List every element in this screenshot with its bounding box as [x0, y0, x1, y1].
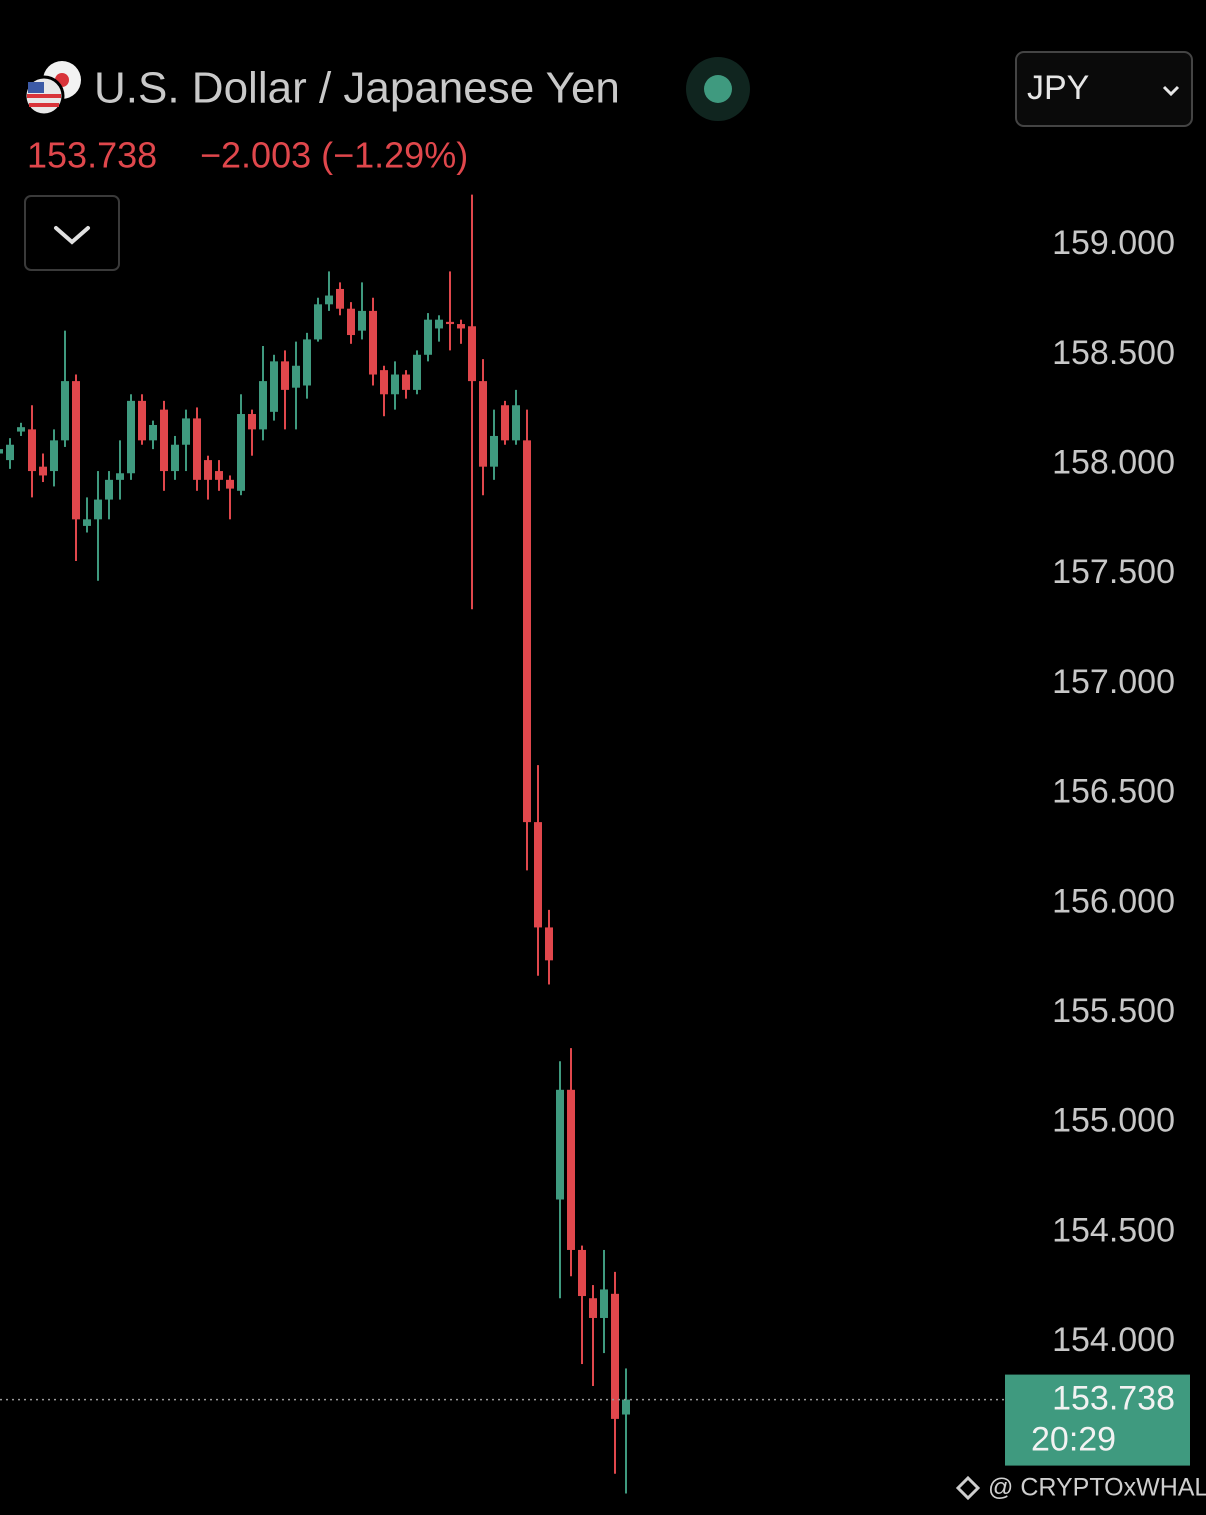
candle-body — [193, 418, 201, 480]
collapse-button[interactable] — [24, 195, 120, 271]
candle-body — [501, 405, 509, 441]
candle-body — [402, 374, 410, 390]
y-tick-label: 158.000 — [1052, 443, 1175, 481]
last-price: 153.738 — [27, 135, 157, 176]
symbol-title: U.S. Dollar / Japanese Yen — [94, 64, 620, 113]
candle-body — [556, 1089, 564, 1200]
y-tick-label: 154.000 — [1052, 1321, 1175, 1359]
candle-body — [83, 519, 91, 526]
candle-body — [17, 427, 25, 432]
watermark: @ CRYPTOxWHALE — [988, 1474, 1206, 1502]
candle-body — [424, 319, 432, 355]
flag-us-canton — [28, 82, 44, 93]
candle-body — [578, 1249, 586, 1297]
y-tick-label: 157.500 — [1052, 553, 1175, 591]
plot-area — [0, 194, 1024, 1494]
candle-body — [391, 374, 399, 395]
candle-body — [303, 339, 311, 386]
candle-body — [204, 460, 212, 480]
candle-body — [292, 365, 300, 388]
candle-body — [61, 381, 69, 441]
candle-body — [446, 321, 454, 325]
y-tick-label: 156.500 — [1052, 773, 1175, 811]
candle-body — [39, 466, 47, 476]
candle-body — [237, 414, 245, 491]
candle-body — [270, 361, 278, 412]
candle-body — [259, 381, 267, 430]
candle-body — [127, 400, 135, 474]
status-dot — [704, 75, 732, 103]
candle-body — [105, 479, 113, 500]
candle-body — [622, 1399, 630, 1415]
candle-body — [182, 418, 190, 445]
y-tick-label: 158.500 — [1052, 334, 1175, 372]
candle-body — [600, 1289, 608, 1318]
candle-body — [314, 304, 322, 340]
candle-body — [28, 429, 36, 472]
y-tick-label: 156.000 — [1052, 882, 1175, 920]
candle-body — [138, 400, 146, 441]
dropdown-icon — [1162, 85, 1180, 97]
candle-body — [347, 308, 355, 336]
candle-body — [369, 310, 377, 375]
candle-body — [490, 435, 498, 467]
candle-body — [215, 471, 223, 480]
candle-body — [534, 822, 542, 928]
y-tick-label: 155.500 — [1052, 992, 1175, 1030]
candle-body — [149, 424, 157, 441]
candle-body — [50, 440, 58, 472]
candle-body — [468, 326, 476, 382]
currency-label: JPY — [1027, 69, 1089, 107]
flag-us-stripe — [29, 103, 59, 107]
candle-body — [0, 449, 3, 454]
flag-us-stripe — [27, 94, 61, 98]
candle-body — [457, 324, 465, 329]
y-tick-label: 159.000 — [1052, 224, 1175, 262]
y-tick-label: 155.000 — [1052, 1102, 1175, 1140]
countdown-label: 20:29 — [1031, 1421, 1116, 1459]
y-tick-label: 154.500 — [1052, 1211, 1175, 1249]
candle-body — [160, 409, 168, 472]
candle-body — [325, 295, 333, 305]
candle-body — [611, 1293, 619, 1419]
chevron-icon — [54, 226, 90, 245]
candle-body — [281, 361, 289, 390]
candle-body — [479, 381, 487, 467]
y-tick-label: 157.000 — [1052, 663, 1175, 701]
candle-body — [435, 319, 443, 329]
last-price-box — [1005, 1374, 1190, 1466]
candle-body — [545, 927, 553, 961]
currency-selector[interactable] — [1015, 51, 1193, 127]
candle-body — [512, 405, 520, 441]
candle-body — [413, 354, 421, 390]
watermark-logo — [955, 1475, 981, 1501]
last-price-label: 153.738 — [1052, 1380, 1175, 1418]
candle-body — [6, 444, 14, 461]
candle-body — [226, 479, 234, 489]
candle-body — [567, 1089, 575, 1250]
candle-body — [171, 444, 179, 472]
candle-body — [248, 414, 256, 430]
candle-body — [589, 1298, 597, 1318]
candle-body — [380, 370, 388, 395]
candle-body — [336, 288, 344, 309]
candle-body — [94, 499, 102, 520]
candle-body — [116, 473, 124, 480]
price-change: −2.003 (−1.29%) — [200, 135, 468, 176]
candle-body — [358, 310, 366, 331]
candle-body — [523, 440, 531, 823]
candle-body — [72, 381, 80, 520]
